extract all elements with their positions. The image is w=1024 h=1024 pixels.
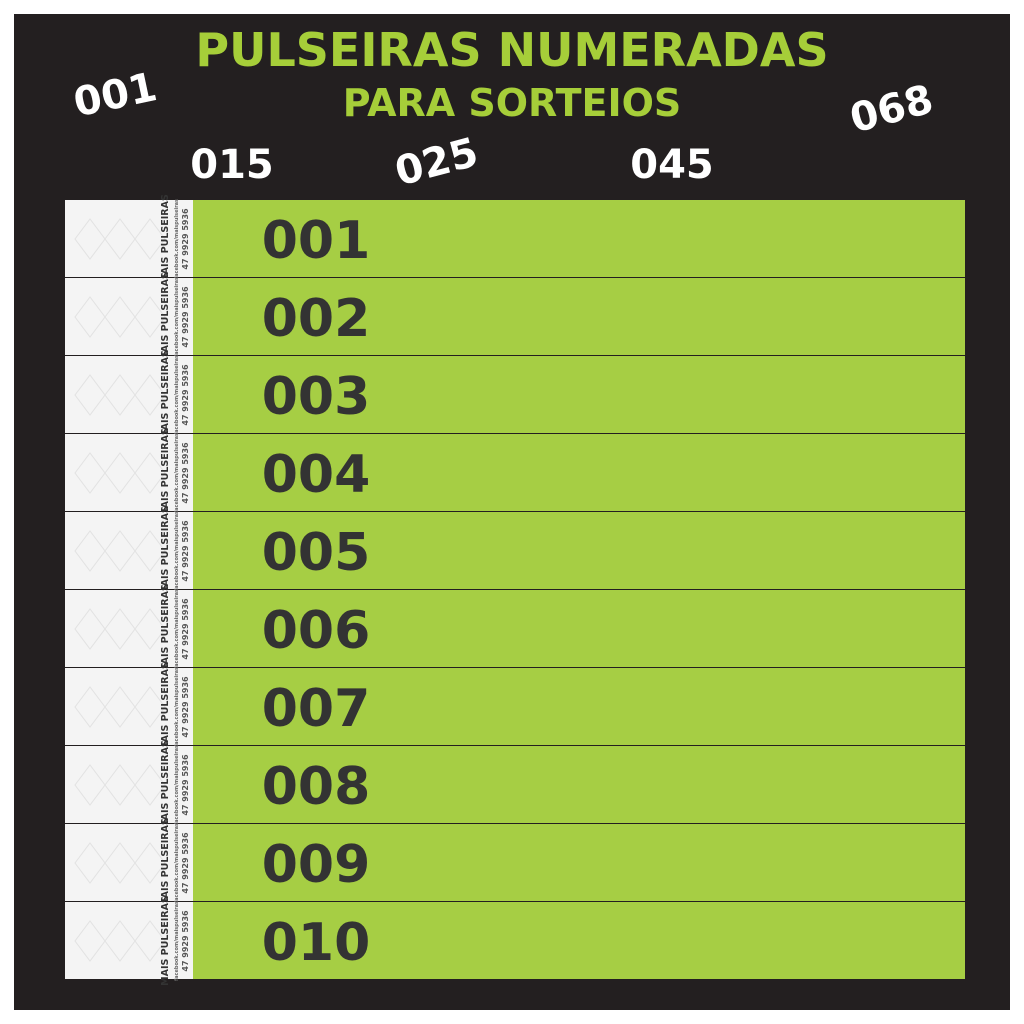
strip-band: [193, 278, 965, 355]
strip-number: 008: [262, 757, 371, 817]
stub-brand: MAIS PULSEIRAS: [160, 194, 171, 284]
stub-site: facebook.com/maispulseiras: [174, 199, 180, 279]
strip-stub: [65, 824, 193, 901]
strip-stub: [65, 902, 193, 979]
stub-pattern: [134, 530, 166, 572]
stub-phone: 47 9929 5936: [181, 832, 190, 894]
stub-brand: MAIS PULSEIRAS: [160, 740, 171, 830]
stub-pattern: [134, 608, 166, 650]
stub-pattern: [134, 920, 166, 962]
stub-phone: 47 9929 5936: [181, 598, 190, 660]
stub-pattern: [134, 218, 166, 260]
strip-number: 007: [262, 679, 371, 739]
stub-brand: MAIS PULSEIRAS: [160, 584, 171, 674]
stub-brand: MAIS PULSEIRAS: [160, 350, 171, 440]
strip-band: [193, 434, 965, 511]
strip: MAIS PULSEIRAS facebook.com/maispulseiras…: [65, 818, 965, 908]
strip-band: [193, 824, 965, 901]
stub-brand: MAIS PULSEIRAS: [160, 428, 171, 518]
stub-brand: MAIS PULSEIRAS: [160, 272, 171, 362]
stub-brand: MAIS PULSEIRAS: [160, 818, 171, 908]
strip-band: [193, 902, 965, 979]
stub-pattern: [134, 842, 166, 884]
stub-site: facebook.com/maispulseiras: [174, 589, 180, 669]
strip-number: 006: [262, 601, 371, 661]
strip-number: 010: [262, 913, 371, 973]
stub-phone: 47 9929 5936: [181, 286, 190, 348]
strip-number: 001: [262, 211, 371, 271]
title: PULSEIRAS NUMERADAS: [195, 23, 828, 77]
stub-phone: 47 9929 5936: [181, 910, 190, 972]
strips: MAIS PULSEIRAS facebook.com/maispulseiras…: [65, 194, 965, 986]
strip-stub: [65, 512, 193, 589]
strip: MAIS PULSEIRAS facebook.com/maispulseiras…: [65, 428, 965, 518]
strip-number: 005: [262, 523, 371, 583]
strip-stub: [65, 200, 193, 277]
strip: MAIS PULSEIRAS facebook.com/maispulseiras…: [65, 194, 965, 284]
stub-brand: MAIS PULSEIRAS: [160, 662, 171, 752]
strip-band: [193, 668, 965, 745]
sample-number: 015: [190, 142, 274, 188]
strip-stub: [65, 278, 193, 355]
stub-pattern: [134, 296, 166, 338]
strip: MAIS PULSEIRAS facebook.com/maispulseiras…: [65, 896, 965, 986]
stub-phone: 47 9929 5936: [181, 208, 190, 270]
strip-stub: [65, 356, 193, 433]
stub-site: facebook.com/maispulseiras: [174, 745, 180, 825]
stub-site: facebook.com/maispulseiras: [174, 433, 180, 513]
stub-site: facebook.com/maispulseiras: [174, 277, 180, 357]
stub-pattern: [134, 764, 166, 806]
stub-phone: 47 9929 5936: [181, 754, 190, 816]
strip-stub: [65, 746, 193, 823]
stub-phone: 47 9929 5936: [181, 442, 190, 504]
stub-site: facebook.com/maispulseiras: [174, 511, 180, 591]
strip-stub: [65, 668, 193, 745]
strip: MAIS PULSEIRAS facebook.com/maispulseiras…: [65, 350, 965, 440]
strip-number: 009: [262, 835, 371, 895]
subtitle: PARA SORTEIOS: [343, 81, 682, 125]
stub-pattern: [134, 452, 166, 494]
stub-phone: 47 9929 5936: [181, 520, 190, 582]
strip-band: [193, 746, 965, 823]
strip: MAIS PULSEIRAS facebook.com/maispulseiras…: [65, 662, 965, 752]
stub-brand: MAIS PULSEIRAS: [160, 506, 171, 596]
strip-band: [193, 512, 965, 589]
strip: MAIS PULSEIRAS facebook.com/maispulseiras…: [65, 740, 965, 830]
strip-band: [193, 356, 965, 433]
stub-brand: MAIS PULSEIRAS: [160, 896, 171, 986]
strip-stub: [65, 590, 193, 667]
stub-pattern: [134, 686, 166, 728]
strip-number: 003: [262, 367, 371, 427]
strip-band: [193, 200, 965, 277]
stub-phone: 47 9929 5936: [181, 676, 190, 738]
stub-site: facebook.com/maispulseiras: [174, 901, 180, 981]
strip-number: 002: [262, 289, 371, 349]
stub-site: facebook.com/maispulseiras: [174, 667, 180, 747]
stub-site: facebook.com/maispulseiras: [174, 355, 180, 435]
stub-pattern: [134, 374, 166, 416]
strip-stub: [65, 434, 193, 511]
strip-number: 004: [262, 445, 371, 505]
strip-band: [193, 590, 965, 667]
stub-phone: 47 9929 5936: [181, 364, 190, 426]
strip: MAIS PULSEIRAS facebook.com/maispulseiras…: [65, 272, 965, 362]
stub-site: facebook.com/maispulseiras: [174, 823, 180, 903]
sample-number: 045: [630, 142, 714, 188]
strip: MAIS PULSEIRAS facebook.com/maispulseiras…: [65, 506, 965, 596]
strip: MAIS PULSEIRAS facebook.com/maispulseiras…: [65, 584, 965, 674]
